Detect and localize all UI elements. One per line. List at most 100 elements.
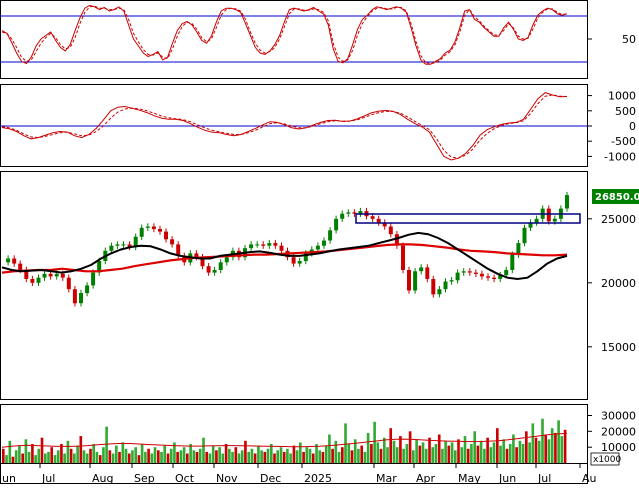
volume-bar <box>502 439 506 464</box>
volume-unit-label: x1000 <box>593 455 622 465</box>
volume-bar <box>341 447 344 463</box>
candle-body <box>443 281 448 290</box>
volume-bar <box>11 456 15 463</box>
volume-bar <box>250 448 254 464</box>
stochastic-series <box>1 4 568 65</box>
volume-bar <box>402 448 405 464</box>
volume-bar <box>208 453 212 463</box>
candle-body <box>382 222 387 227</box>
candle-body <box>413 271 418 291</box>
volume-bar <box>131 450 134 463</box>
volume-bar <box>47 451 50 463</box>
volume-bar <box>512 434 515 463</box>
candle-body <box>315 245 320 250</box>
candle-body <box>437 289 442 295</box>
x-tick-label: Mar <box>376 472 397 485</box>
candle-body <box>394 234 399 246</box>
volume-bar <box>363 451 367 463</box>
candle-body <box>328 230 333 241</box>
candle-body <box>12 258 17 264</box>
volume-bar <box>415 439 418 464</box>
volume-bar <box>8 440 12 463</box>
x-tick-label: Jul <box>41 472 55 485</box>
candle-body <box>164 231 168 240</box>
volume-bar <box>441 448 444 464</box>
candle-body <box>42 273 47 278</box>
volume-bar <box>260 450 263 463</box>
volume-bar <box>257 445 260 463</box>
volume-bar <box>454 450 457 463</box>
volume-bar <box>412 450 415 463</box>
volume-bar <box>366 432 370 463</box>
x-tick-label: May <box>458 472 481 485</box>
candle-body <box>60 273 65 278</box>
volume-bar <box>328 434 331 463</box>
volume-bar <box>85 453 89 463</box>
x-tick-label: Aug <box>92 472 113 485</box>
candle-body <box>158 229 162 232</box>
volume-bar <box>370 444 373 463</box>
candle-body <box>261 244 266 246</box>
candle-body <box>194 253 199 258</box>
volume-bar <box>499 445 502 463</box>
volume-bar <box>173 442 176 463</box>
volume-bar <box>92 444 96 463</box>
volume-bar <box>237 453 241 463</box>
volume-bar <box>299 442 302 463</box>
candle-body <box>455 272 460 281</box>
volume-bar <box>56 450 60 463</box>
candle-body <box>273 243 278 246</box>
volume-bar <box>302 451 305 463</box>
volume-bar <box>2 448 5 464</box>
macd-series <box>1 92 568 161</box>
candle-body <box>151 226 156 230</box>
volume-bar <box>273 453 276 463</box>
volume-bar <box>376 442 380 463</box>
volume-bar <box>270 444 273 463</box>
volume-bar <box>115 445 118 463</box>
volume-bar <box>321 451 325 463</box>
candle-body <box>200 257 205 267</box>
volume-bar <box>176 451 179 463</box>
volume-bar <box>160 451 163 463</box>
volume-bar <box>105 426 108 463</box>
volume-bar <box>121 442 125 463</box>
axis-tick-labels: 50 1000 500 0 -500 -1000 25000 20000 15000 30000 2… <box>588 33 636 454</box>
volume-bar <box>418 445 422 463</box>
candle-body <box>91 272 96 286</box>
volume-bar <box>24 439 28 464</box>
volume-bar <box>515 447 518 463</box>
volume-bar <box>470 444 473 463</box>
volume-bar <box>557 420 560 464</box>
candle-body <box>510 254 515 270</box>
volume-bar <box>157 450 160 463</box>
volume-bar <box>166 453 170 463</box>
candle-body <box>473 272 478 274</box>
candle-body <box>340 213 345 219</box>
volume-bar <box>318 450 322 463</box>
volume-bar <box>528 442 531 463</box>
volume-bar <box>492 442 496 463</box>
volume-bar <box>60 444 63 463</box>
volume-bar <box>224 444 228 463</box>
volume-bar <box>266 448 270 464</box>
volume-bar <box>234 447 238 463</box>
volume-bar <box>108 450 112 463</box>
x-axis-labels: un Jul Aug Sep Oct Nov Dec 2025 Mar Apr May Jun Jul A… <box>0 463 597 485</box>
price-series <box>1 191 569 307</box>
y-tick-label: -1000 <box>604 150 636 163</box>
volume-bar <box>395 447 399 463</box>
volume-bar <box>386 447 389 463</box>
volume-bar <box>379 448 383 464</box>
volume-bar <box>489 447 493 463</box>
x-tick-label: Apr <box>416 472 436 485</box>
volume-bar <box>541 418 544 463</box>
volume-bar <box>111 453 115 463</box>
volume-bar <box>89 448 92 464</box>
x-tick-label: Jun <box>498 472 516 485</box>
y-tick-label: -500 <box>611 135 636 148</box>
volume-bar <box>476 445 480 463</box>
volume-bar <box>279 447 283 463</box>
volume-bar <box>240 450 244 463</box>
